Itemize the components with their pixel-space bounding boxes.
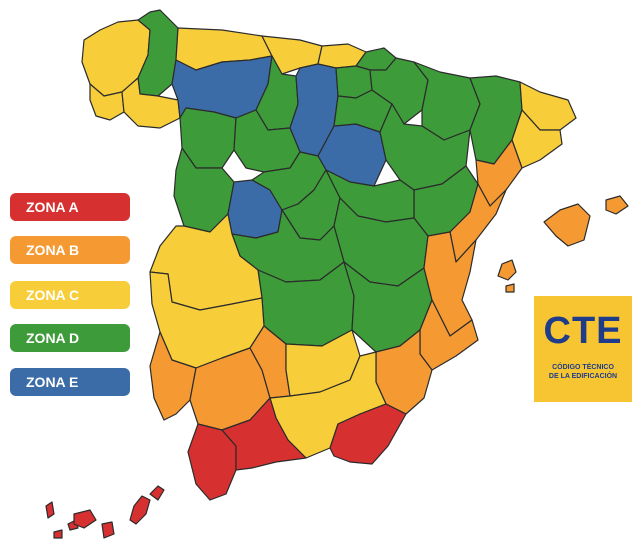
region-baleares-formentera	[505, 283, 515, 293]
legend-zona-d: ZONA D	[10, 324, 130, 352]
cte-logo: CTE CÓDIGO TÉCNICO DE LA EDIFICACIÓN	[534, 296, 632, 402]
region-canarias-lapalma	[45, 501, 55, 519]
region-huelva	[149, 331, 197, 421]
region-malaga	[221, 397, 307, 471]
region-canarias-grancanaria	[101, 521, 115, 539]
legend-zona-a: ZONA A	[10, 193, 130, 221]
cte-logo-subtitle-line2: DE LA EDIFICACIÓN	[548, 373, 618, 380]
region-baleares-ibiza	[497, 259, 517, 281]
region-pontevedra	[89, 83, 125, 121]
cte-logo-title: CTE	[543, 310, 623, 352]
cte-logo-subtitle-line1: CÓDIGO TÉCNICO	[552, 364, 614, 371]
region-baleares-mallorca	[543, 203, 591, 247]
legend-zona-c: ZONA C	[10, 281, 130, 309]
region-canarias-hierro	[53, 529, 63, 539]
legend-zona-e: ZONA E	[10, 368, 130, 396]
region-canarias-tenerife	[73, 509, 97, 529]
region-canarias-fuerteventura	[129, 495, 151, 525]
region-almeria	[329, 403, 407, 465]
legend-zona-b: ZONA B	[10, 236, 130, 264]
region-lugo	[137, 9, 179, 97]
region-zaragoza	[379, 103, 471, 191]
region-baleares-menorca	[605, 195, 629, 215]
region-canarias-lanzarote	[149, 485, 165, 501]
